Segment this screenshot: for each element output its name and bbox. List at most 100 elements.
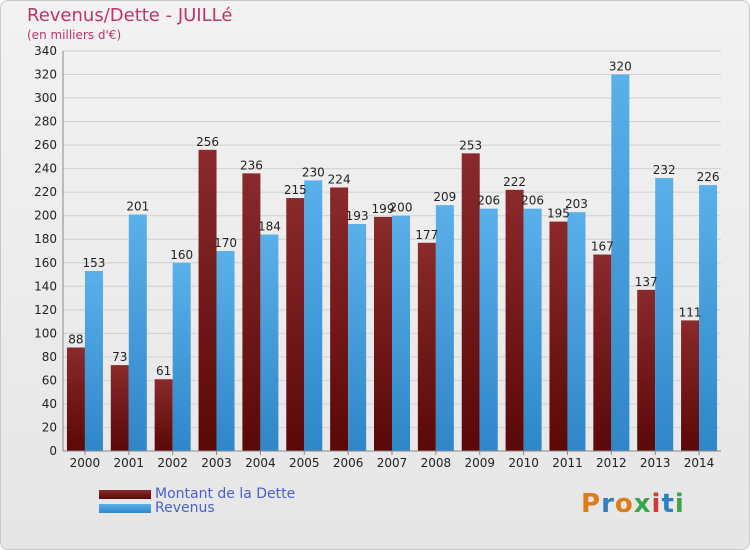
y-tick-label: 0 [49, 444, 57, 458]
x-tick-label: 2002 [157, 456, 188, 470]
bar-debt [461, 153, 480, 451]
y-tick-label: 120 [34, 303, 57, 317]
bar-debt [330, 187, 349, 451]
data-label: 236 [240, 158, 263, 172]
logo-letter: P [581, 489, 602, 519]
y-tick-label: 260 [34, 138, 57, 152]
proxiti-logo: Proxiti [581, 489, 685, 519]
bar-debt [549, 221, 568, 451]
x-tick-label: 2007 [377, 456, 408, 470]
logo-letter: i [674, 489, 685, 519]
legend-label-debt: Montant de la Dette [155, 486, 296, 502]
data-label: 137 [635, 275, 658, 289]
data-label: 206 [477, 194, 500, 208]
data-label: 256 [196, 135, 219, 149]
bar-revenue [260, 234, 279, 451]
data-label: 73 [112, 350, 127, 364]
x-tick-label: 2013 [640, 456, 671, 470]
legend-item-debt: Montant de la Dette [99, 486, 296, 502]
axes: 0 20 40 60 80 100 120 140 160 180 200 220 240 260 280 3… [34, 44, 721, 470]
x-tick-label: 2000 [70, 456, 101, 470]
logo-letter: x [633, 489, 652, 519]
legend-swatch-revenue [99, 503, 151, 513]
bar-revenue [655, 178, 674, 451]
data-label: 195 [547, 207, 570, 221]
data-label: 224 [328, 172, 351, 186]
bar-revenue [84, 271, 103, 451]
x-tick-label: 2004 [245, 456, 276, 470]
y-tick-label: 160 [34, 256, 57, 270]
bar-revenue [392, 215, 410, 451]
logo-letter: r [601, 489, 615, 519]
bar-revenue [567, 212, 586, 451]
bar-debt [681, 320, 700, 451]
bar-revenue [611, 74, 630, 451]
bar-revenue [216, 251, 235, 451]
data-label: 200 [390, 201, 413, 215]
x-tick-label: 2010 [508, 456, 539, 470]
y-tick-label: 60 [42, 373, 57, 387]
data-label: 170 [214, 236, 237, 250]
y-tick-label: 180 [34, 232, 57, 246]
bar-debt [505, 189, 524, 451]
y-tick-label: 280 [34, 115, 57, 129]
chart-title: Revenus/Dette - JUILLé [27, 5, 233, 26]
bar-revenue [304, 180, 323, 452]
bar-revenue [699, 185, 718, 451]
data-label: 232 [653, 163, 676, 177]
data-label: 167 [591, 240, 614, 254]
x-tick-label: 2006 [333, 456, 364, 470]
data-label: 215 [284, 183, 307, 197]
x-tick-label: 2003 [201, 456, 232, 470]
x-tick-label: 2008 [421, 456, 452, 470]
bar-debt [593, 254, 612, 451]
y-tick-label: 100 [34, 326, 57, 340]
bar-debt [198, 149, 217, 451]
y-tick-label: 80 [42, 350, 57, 364]
data-label: 61 [156, 364, 171, 378]
y-tick-label: 20 [42, 420, 57, 434]
logo-letter: i [651, 489, 662, 519]
bar-debt [374, 216, 392, 451]
y-tick-label: 200 [34, 209, 57, 223]
bar-revenue [435, 205, 454, 451]
x-tick-label: 2009 [464, 456, 495, 470]
legend-item-revenue: Revenus [99, 500, 295, 516]
x-tick-label: 2005 [289, 456, 320, 470]
chart-subtitle: (en milliers d'€) [27, 28, 122, 42]
y-tick-label: 320 [34, 68, 57, 82]
y-tick-label: 340 [34, 44, 57, 58]
bar-debt [637, 289, 656, 451]
data-label: 206 [521, 194, 544, 208]
legend: Montant de la Dette Revenus [99, 486, 296, 516]
data-label: 209 [433, 190, 456, 204]
bar-revenue [348, 223, 367, 451]
bar-debt [417, 242, 436, 451]
data-label: 201 [126, 200, 149, 214]
x-tick-label: 2011 [552, 456, 583, 470]
bar-debt [242, 173, 261, 451]
data-label: 177 [415, 228, 438, 242]
data-label: 184 [258, 220, 281, 234]
bar-debt [286, 198, 305, 451]
legend-label-revenue: Revenus [155, 500, 215, 516]
bar-debt [66, 347, 85, 451]
data-label: 153 [82, 256, 105, 270]
bar-revenue [523, 208, 542, 451]
bar-revenue [479, 208, 498, 451]
data-label: 226 [697, 170, 720, 184]
legend-swatch-debt [99, 489, 151, 499]
logo-letter: t [661, 489, 675, 519]
bar-revenue [172, 262, 191, 451]
x-tick-label: 2014 [684, 456, 715, 470]
data-label: 203 [565, 197, 588, 211]
data-label: 230 [302, 165, 325, 179]
data-label: 111 [679, 305, 702, 319]
y-tick-label: 240 [34, 162, 57, 176]
y-tick-label: 140 [34, 279, 57, 293]
bar-revenue [128, 214, 147, 451]
data-label: 193 [346, 209, 369, 223]
data-label: 160 [170, 248, 193, 262]
